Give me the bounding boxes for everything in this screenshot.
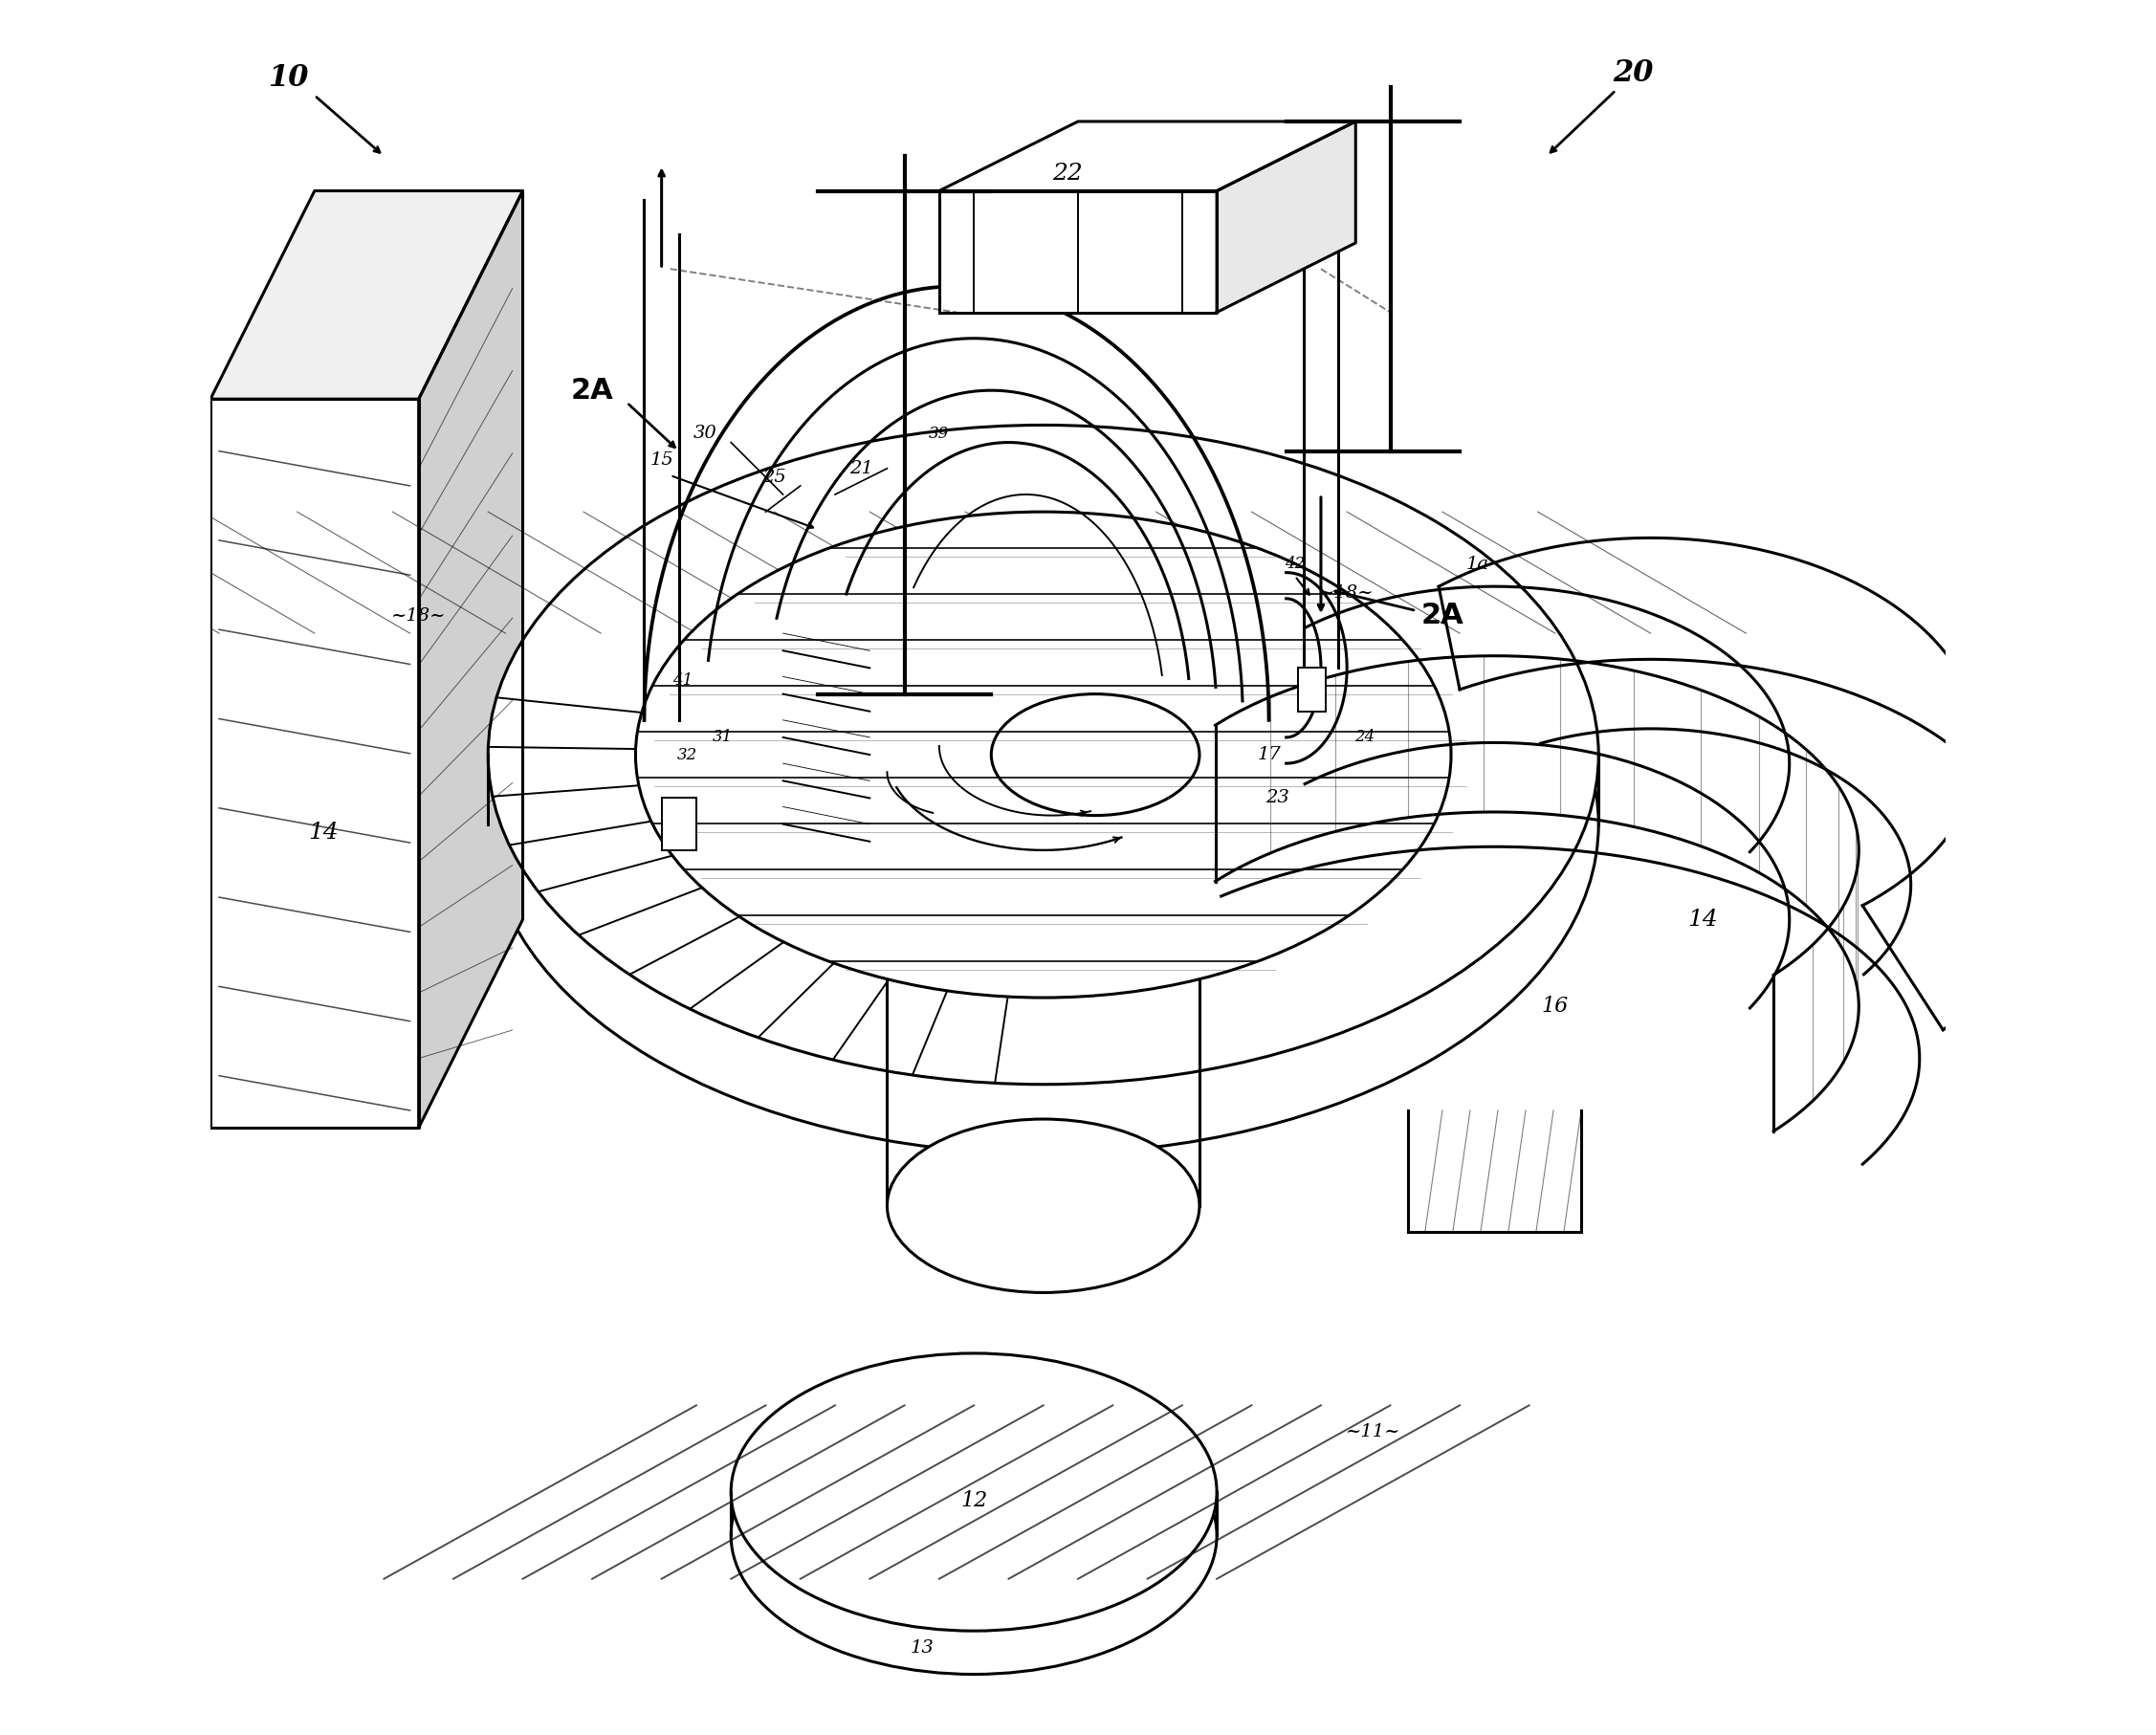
Text: 10: 10 (267, 62, 308, 94)
Polygon shape (1216, 121, 1356, 312)
Text: ~18~: ~18~ (390, 607, 446, 625)
Text: 22: 22 (1052, 163, 1082, 184)
Ellipse shape (731, 1353, 1216, 1631)
Text: 24: 24 (1354, 729, 1376, 746)
Text: ~18~: ~18~ (1319, 585, 1373, 602)
Text: 2A: 2A (1421, 602, 1464, 630)
Text: 32: 32 (677, 746, 699, 763)
Text: 2A: 2A (571, 376, 614, 404)
Text: 15: 15 (649, 451, 673, 468)
Text: 1a: 1a (1466, 555, 1488, 573)
Ellipse shape (487, 425, 1598, 1084)
Ellipse shape (886, 737, 1199, 911)
Bar (662, 798, 696, 850)
Text: 20: 20 (1613, 57, 1654, 88)
Text: 17: 17 (1257, 746, 1281, 763)
Ellipse shape (487, 494, 1598, 1154)
Polygon shape (211, 399, 418, 1128)
Polygon shape (940, 121, 1356, 191)
Text: 21: 21 (849, 460, 873, 477)
Text: 41: 41 (673, 671, 692, 689)
Ellipse shape (886, 1119, 1199, 1293)
Text: 14: 14 (1688, 909, 1718, 930)
Text: 14: 14 (308, 822, 338, 843)
Text: 42: 42 (1285, 555, 1304, 573)
Polygon shape (418, 191, 522, 1128)
Text: 25: 25 (763, 468, 787, 486)
Text: 16: 16 (1542, 996, 1570, 1017)
Polygon shape (940, 191, 1216, 312)
Text: 31: 31 (711, 729, 733, 746)
Ellipse shape (731, 1397, 1216, 1674)
Ellipse shape (636, 512, 1451, 998)
Text: ~11~: ~11~ (1345, 1423, 1401, 1440)
Text: 30: 30 (692, 425, 716, 442)
Text: 39: 39 (929, 425, 949, 442)
Text: 23: 23 (1266, 789, 1289, 807)
Text: 13: 13 (910, 1640, 934, 1657)
Polygon shape (211, 191, 522, 399)
Text: 12: 12 (959, 1490, 987, 1511)
Bar (1298, 668, 1326, 711)
